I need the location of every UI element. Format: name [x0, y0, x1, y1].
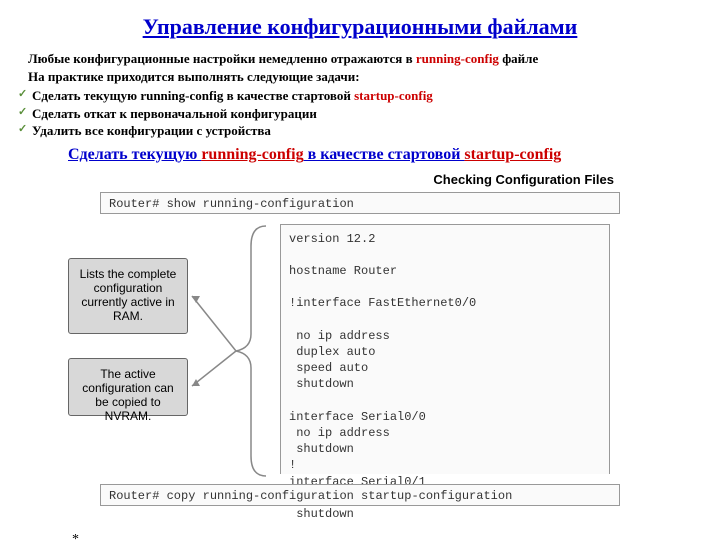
- list-item: Удалить все конфигурации с устройства: [18, 122, 720, 140]
- intro-block: Любые конфигурационные настройки немедле…: [28, 50, 720, 85]
- intro-line-1b: файле: [499, 51, 538, 66]
- li-text-a: Сделать откат к первоначальной конфигура…: [32, 106, 317, 121]
- sub-red1: running-config: [201, 146, 303, 163]
- diagram-header: Checking Configuration Files: [100, 172, 620, 189]
- sub-a: Сделать текущую: [68, 146, 201, 163]
- terminal-bottom: Router# copy running-configuration start…: [100, 484, 620, 506]
- task-list: Сделать текущую running-config в качеств…: [18, 87, 720, 140]
- li-text-a: Сделать текущую running-config в качеств…: [32, 88, 354, 103]
- footnote-asterisk: *: [72, 532, 79, 548]
- intro-line-1-red: running-config: [416, 51, 499, 66]
- config-diagram: Checking Configuration Files Router# sho…: [100, 172, 620, 512]
- intro-line-1a: Любые конфигурационные настройки немедле…: [28, 51, 416, 66]
- terminal-top: Router# show running-configuration: [100, 192, 620, 214]
- bracket-top: [196, 226, 266, 481]
- callout-ram: Lists the complete configuration current…: [68, 258, 188, 334]
- sub-red2: startup-config: [464, 146, 561, 163]
- list-item: Сделать текущую running-config в качеств…: [18, 87, 720, 105]
- page-title: Управление конфигурационными файлами: [0, 14, 720, 40]
- sub-mid: в качестве стартовой: [304, 146, 465, 163]
- li-text-a: Удалить все конфигурации с устройства: [32, 123, 271, 138]
- intro-line-1: Любые конфигурационные настройки немедле…: [28, 51, 538, 66]
- list-item: Сделать откат к первоначальной конфигура…: [18, 105, 720, 123]
- section-subtitle: Сделать текущую running-config в качеств…: [68, 146, 720, 164]
- intro-line-2: На практике приходится выполнять следующ…: [28, 69, 360, 84]
- config-output: version 12.2 hostname Router !interface …: [280, 224, 610, 474]
- callout-nvram: The active configuration can be copied t…: [68, 358, 188, 416]
- li-text-red: startup-config: [354, 88, 433, 103]
